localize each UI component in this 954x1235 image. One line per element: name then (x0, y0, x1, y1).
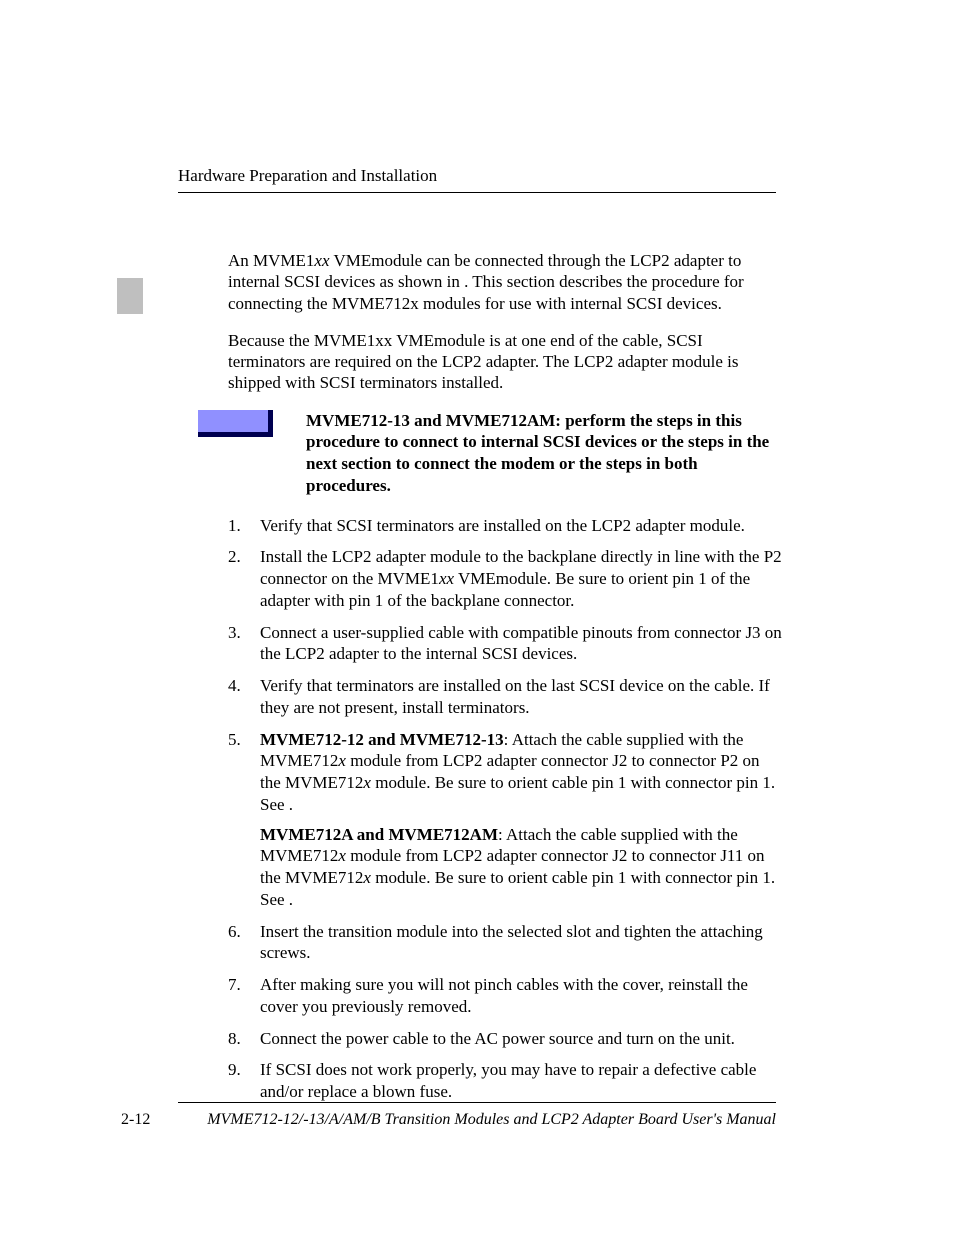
page-header: Hardware Preparation and Installation (178, 166, 776, 193)
page-footer: 2-12 MVME712-12/-13/A/AM/B Transition Mo… (121, 1102, 776, 1129)
step-number: 3. (228, 622, 241, 644)
step-number: 1. (228, 515, 241, 537)
text: An MVME1 (228, 251, 314, 270)
chapter-side-tab (117, 278, 143, 314)
text-italic: xx (314, 251, 329, 270)
body-content: An MVME1xx VMEmodule can be connected th… (228, 250, 782, 1113)
step-7: 7. After making sure you will not pinch … (228, 974, 782, 1018)
paragraph-intro-1: An MVME1xx VMEmodule can be connected th… (228, 250, 782, 314)
running-header: Hardware Preparation and Installation (178, 166, 776, 186)
step-1: 1. Verify that SCSI terminators are inst… (228, 515, 782, 537)
step-8: 8. Connect the power cable to the AC pow… (228, 1028, 782, 1050)
step-number: 9. (228, 1059, 241, 1081)
paragraph-intro-2: Because the MVME1xx VMEmodule is at one … (228, 330, 782, 394)
step-number: 8. (228, 1028, 241, 1050)
page: Hardware Preparation and Installation An… (0, 0, 954, 1235)
step-text: After making sure you will not pinch cab… (260, 975, 748, 1016)
step-number: 7. (228, 974, 241, 996)
note-text: MVME712-13 and MVME712AM: perform the st… (306, 410, 782, 497)
step-text: Connect the power cable to the AC power … (260, 1029, 735, 1048)
step-6: 6. Insert the transition module into the… (228, 921, 782, 965)
step-text: Connect a user-supplied cable with compa… (260, 623, 782, 664)
step-number: 4. (228, 675, 241, 697)
step-3: 3. Connect a user-supplied cable with co… (228, 622, 782, 666)
note-marker-icon (198, 410, 273, 437)
header-rule (178, 192, 776, 193)
manual-title: MVME712-12/-13/A/AM/B Transition Modules… (178, 1111, 776, 1129)
page-number: 2-12 (121, 1111, 178, 1129)
step-2: 2. Install the LCP2 adapter module to th… (228, 546, 782, 611)
step-4: 4. Verify that terminators are installed… (228, 675, 782, 719)
footer-line: 2-12 MVME712-12/-13/A/AM/B Transition Mo… (121, 1111, 776, 1129)
step-number: 5. (228, 729, 241, 751)
step-number: 2. (228, 546, 241, 568)
step-text: Verify that terminators are installed on… (260, 676, 770, 717)
step-text: Install the LCP2 adapter module to the b… (260, 547, 782, 610)
step-text: Insert the transition module into the se… (260, 922, 763, 963)
step-text: MVME712-12 and MVME712-13: Attach the ca… (260, 730, 775, 814)
step-5: 5. MVME712-12 and MVME712-13: Attach the… (228, 729, 782, 911)
step-text: Verify that SCSI terminators are install… (260, 516, 745, 535)
step-text: If SCSI does not work properly, you may … (260, 1060, 756, 1101)
step-number: 6. (228, 921, 241, 943)
footer-rule (178, 1102, 776, 1103)
step-9: 9. If SCSI does not work properly, you m… (228, 1059, 782, 1103)
step-5-sub: MVME712A and MVME712AM: Attach the cable… (260, 824, 782, 911)
note-block: MVME712-13 and MVME712AM: perform the st… (228, 410, 782, 497)
procedure-steps: 1. Verify that SCSI terminators are inst… (228, 515, 782, 1103)
